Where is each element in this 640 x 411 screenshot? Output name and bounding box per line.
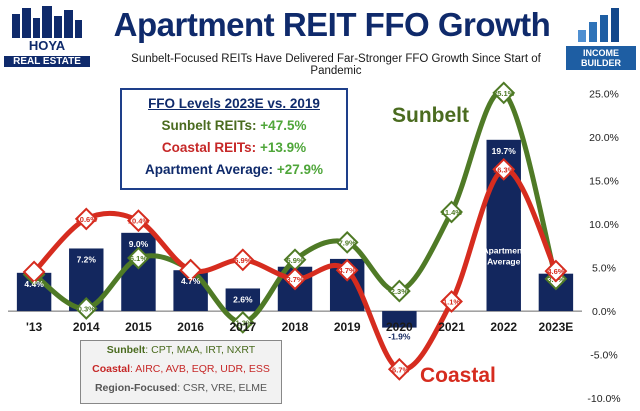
sunbelt-point — [440, 200, 463, 224]
sunbelt-point — [74, 297, 98, 320]
sunbelt-value-label: 7.9% — [339, 238, 356, 247]
reit-membership-legend: Sunbelt: CPT, MAA, IRT, NXRT Coastal: AI… — [80, 340, 282, 404]
y-tick-label: -10.0% — [587, 393, 620, 405]
bar-annotation: Average — [487, 257, 521, 267]
legend-row-region: Region-Focused: CSR, VRE, ELME — [81, 379, 281, 398]
coastal-value-label: 3.7% — [286, 275, 303, 284]
bar — [121, 232, 156, 312]
legend-members: : CPT, MAA, IRT, NXRT — [145, 344, 256, 356]
coastal-point — [387, 357, 411, 381]
bar-value-label: 19.7% — [492, 146, 517, 156]
bar-value-label: 4.4% — [24, 279, 44, 289]
coastal-value-label: 10.4% — [128, 217, 150, 226]
y-tick-label: 10.0% — [589, 219, 619, 231]
legend-name: Sunbelt — [106, 344, 146, 356]
summary-label: Coastal REITs: — [161, 140, 257, 155]
x-tick-label: 2021 — [438, 320, 465, 334]
legend-members: : CSR, VRE, ELME — [177, 382, 268, 394]
summary-row-average: Apartment Average: +27.9% — [122, 159, 346, 181]
sunbelt-value-label: 0.3% — [78, 304, 95, 313]
y-tick-label: 20.0% — [589, 132, 619, 144]
x-tick-label: 2019 — [334, 320, 361, 334]
sunbelt-value-label: 11.4% — [441, 208, 462, 217]
legend-row-sunbelt: Sunbelt: CPT, MAA, IRT, NXRT — [81, 341, 281, 360]
ffo-summary-box: FFO Levels 2023E vs. 2019 Sunbelt REITs:… — [120, 88, 348, 190]
x-tick-label: '13 — [26, 320, 43, 334]
coastal-point — [22, 260, 46, 284]
sunbelt-point — [231, 310, 255, 334]
summary-label: Sunbelt REITs: — [161, 118, 257, 133]
skyline-logo-icon — [12, 6, 82, 38]
sunbelt-value-label: 25.1% — [493, 89, 515, 98]
bar-annotation: Apartment — [482, 246, 525, 256]
coastal-value-label: 4.6% — [547, 267, 564, 276]
x-tick-label: 2023E — [539, 320, 574, 334]
sunbelt-point — [127, 246, 150, 270]
logo-left-line2: REAL ESTATE — [4, 56, 90, 67]
coastal-point — [231, 248, 255, 272]
sunbelt-point — [335, 230, 359, 254]
summary-row-sunbelt: Sunbelt REITs: +47.5% — [122, 115, 346, 137]
y-tick-label: 5.0% — [592, 263, 616, 275]
x-tick-label: 2018 — [282, 320, 309, 334]
coastal-value-label: 16.3% — [493, 165, 515, 174]
x-tick-label: 2020 — [386, 320, 413, 334]
summary-value: +27.9% — [276, 162, 323, 177]
page-title: Apartment REIT FFO Growth — [113, 6, 551, 43]
coastal-value-label: 5.9% — [234, 256, 251, 265]
hoya-capital-logo: HOYA CAPITAL REAL ESTATE — [4, 4, 90, 74]
coastal-point — [74, 207, 98, 231]
coastal-point — [335, 258, 359, 282]
coastal-series-label: Coastal — [420, 364, 496, 387]
bar — [382, 311, 417, 328]
summary-value: +13.9% — [259, 140, 307, 155]
logo-right-text: INCOME BUILDER — [566, 46, 636, 70]
y-tick-label: 25.0% — [589, 89, 619, 101]
bar-growth-logo-icon — [578, 8, 619, 42]
legend-name: Coastal — [92, 363, 131, 375]
sunbelt-point — [492, 81, 516, 105]
y-tick-label: -5.0% — [590, 350, 617, 362]
coastal-value-label: 4.7% — [339, 266, 356, 275]
coastal-point — [283, 267, 307, 291]
sunbelt-value-label: 6.1% — [130, 254, 147, 263]
coastal-point — [127, 209, 150, 233]
sunbelt-value-label: 5.9% — [286, 256, 303, 265]
summary-heading: FFO Levels 2023E vs. 2019 — [148, 96, 320, 111]
summary-label: Apartment Average: — [145, 162, 274, 177]
legend-members: : AIRC, AVB, EQR, UDR, ESS — [130, 363, 270, 375]
bar — [225, 288, 261, 312]
bar-value-label: 9.0% — [129, 239, 149, 249]
coastal-point — [544, 259, 568, 283]
income-builder-logo: INCOME BUILDER — [566, 6, 636, 70]
coastal-value-label: 1.1% — [443, 298, 460, 307]
x-tick-label: 2022 — [490, 320, 517, 334]
coastal-value-label: 10.6% — [76, 215, 98, 224]
x-tick-label: 2016 — [177, 320, 204, 334]
sunbelt-value-label: -1.3% — [233, 318, 253, 327]
bar-value-label: 2.6% — [233, 294, 253, 304]
sunbelt-value-label: 2.3% — [391, 287, 408, 296]
y-tick-label: 15.0% — [589, 176, 619, 188]
coastal-point — [440, 290, 463, 313]
x-tick-label: 2014 — [73, 320, 100, 334]
coastal-point — [492, 157, 516, 181]
sunbelt-series-label: Sunbelt — [392, 104, 469, 127]
bar-value-label: 4.7% — [181, 276, 201, 286]
coastal-value-label: -6.7% — [390, 365, 410, 374]
y-tick-label: 0.0% — [592, 306, 616, 318]
legend-row-coastal: Coastal: AIRC, AVB, EQR, UDR, ESS — [81, 360, 281, 379]
x-tick-label: 2015 — [125, 320, 152, 334]
sunbelt-point — [387, 279, 411, 303]
page-subtitle: Sunbelt-Focused REITs Have Delivered Far… — [131, 53, 541, 77]
summary-value: +47.5% — [260, 118, 307, 133]
bar-value-label: -1.9% — [388, 332, 411, 342]
summary-row-coastal: Coastal REITs: +13.9% — [122, 137, 346, 159]
x-tick-label: 2017 — [229, 320, 256, 334]
coastal-point — [179, 258, 203, 282]
legend-name: Region-Focused — [94, 382, 178, 394]
bar-value-label: 7.2% — [77, 254, 97, 264]
